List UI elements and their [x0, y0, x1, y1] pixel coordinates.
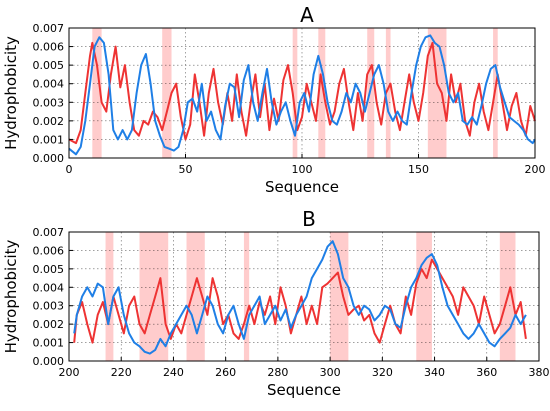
panel-b-highlight-region-2	[186, 232, 205, 361]
panel-b: 200 220 240 260 280 300 320 340 360 380 0.000 0.001…	[2, 207, 550, 399]
panel-b-xtick-label-6: 320	[372, 366, 393, 379]
panel-b-xtick-label-9: 380	[529, 366, 550, 379]
panel-a-highlight-region-1	[162, 28, 172, 158]
panel-b-xtick-label-7: 340	[424, 366, 445, 379]
panel-a-highlight-region-3	[318, 28, 326, 158]
panel-a-ytick-label-3: 0.003	[33, 96, 65, 109]
panel-b-xtick-label-8: 360	[476, 366, 497, 379]
panel-a-ytick-label-2: 0.002	[33, 115, 65, 128]
panel-b-xtick-label-2: 240	[163, 366, 184, 379]
panel-a-highlight-region-2	[292, 28, 298, 158]
panel-b-highlight-region-1	[139, 232, 169, 361]
panel-b-xlabel: Sequence	[267, 381, 341, 399]
panel-b-ylabel: Hydrophobicity	[2, 240, 20, 354]
panel-a-title: A	[300, 3, 314, 27]
panel-b-series-blue	[73, 240, 527, 355]
panel-b-highlight-region-4	[330, 232, 349, 361]
panel-b-ytick-label-2: 0.002	[33, 318, 65, 331]
panel-a-series-blue	[68, 34, 536, 156]
panel-a-ytick-label-4: 0.004	[33, 78, 65, 91]
panel-b-ytick-label-3: 0.003	[33, 300, 65, 313]
panel-a-ytick-label-1: 0.001	[33, 133, 65, 146]
panel-a-xlabel: Sequence	[265, 178, 339, 196]
panel-a-xtick-label-0: 0	[66, 163, 73, 176]
panel-b-highlight-region-3	[243, 232, 250, 361]
panel-b-ytick-label-1: 0.001	[33, 337, 65, 350]
panel-b-ytick-label-4: 0.004	[33, 281, 65, 294]
panel-a-ytick-label-7: 0.007	[33, 22, 65, 35]
panel-b-ytick-label-5: 0.005	[33, 263, 65, 276]
panel-a-highlight-region-0	[92, 28, 102, 158]
panel-a-highlight-region-6	[427, 28, 447, 158]
panel-b-xtick-label-1: 220	[111, 366, 132, 379]
panel-b-plot-frame	[68, 231, 540, 362]
panel-a: 0 50 100 150 200 0.000 0.001 0.002 0.003 0.004 0.0…	[2, 3, 546, 196]
panel-b-xtick-label-4: 280	[267, 366, 288, 379]
panel-b-highlight-region-0	[105, 232, 114, 361]
panel-a-ytick-label-5: 0.005	[33, 59, 65, 72]
panel-a-xtick-label-1: 50	[179, 163, 193, 176]
panel-b-series-red	[73, 258, 527, 344]
panel-b-xtick-label-0: 200	[59, 366, 80, 379]
panel-a-xtick-label-2: 100	[292, 163, 313, 176]
panel-a-ylabel: Hydrophobicity	[2, 36, 20, 150]
panel-a-highlight-region-5	[385, 28, 391, 158]
panel-a-highlight-region-4	[367, 28, 375, 158]
panel-a-xtick-label-3: 150	[408, 163, 429, 176]
panel-a-xtick-label-4: 200	[525, 163, 546, 176]
panel-a-ytick-label-0: 0.000	[33, 152, 65, 165]
panel-b-xtick-label-5: 300	[320, 366, 341, 379]
panel-b-ytick-label-0: 0.000	[33, 355, 65, 368]
panel-b-xtick-label-3: 260	[215, 366, 236, 379]
panel-a-ytick-label-6: 0.006	[33, 41, 65, 54]
panel-b-ytick-label-7: 0.007	[33, 226, 65, 239]
panel-b-highlight-region-5	[416, 232, 432, 361]
panel-b-title: B	[302, 207, 316, 231]
panel-b-ytick-label-6: 0.006	[33, 244, 65, 257]
